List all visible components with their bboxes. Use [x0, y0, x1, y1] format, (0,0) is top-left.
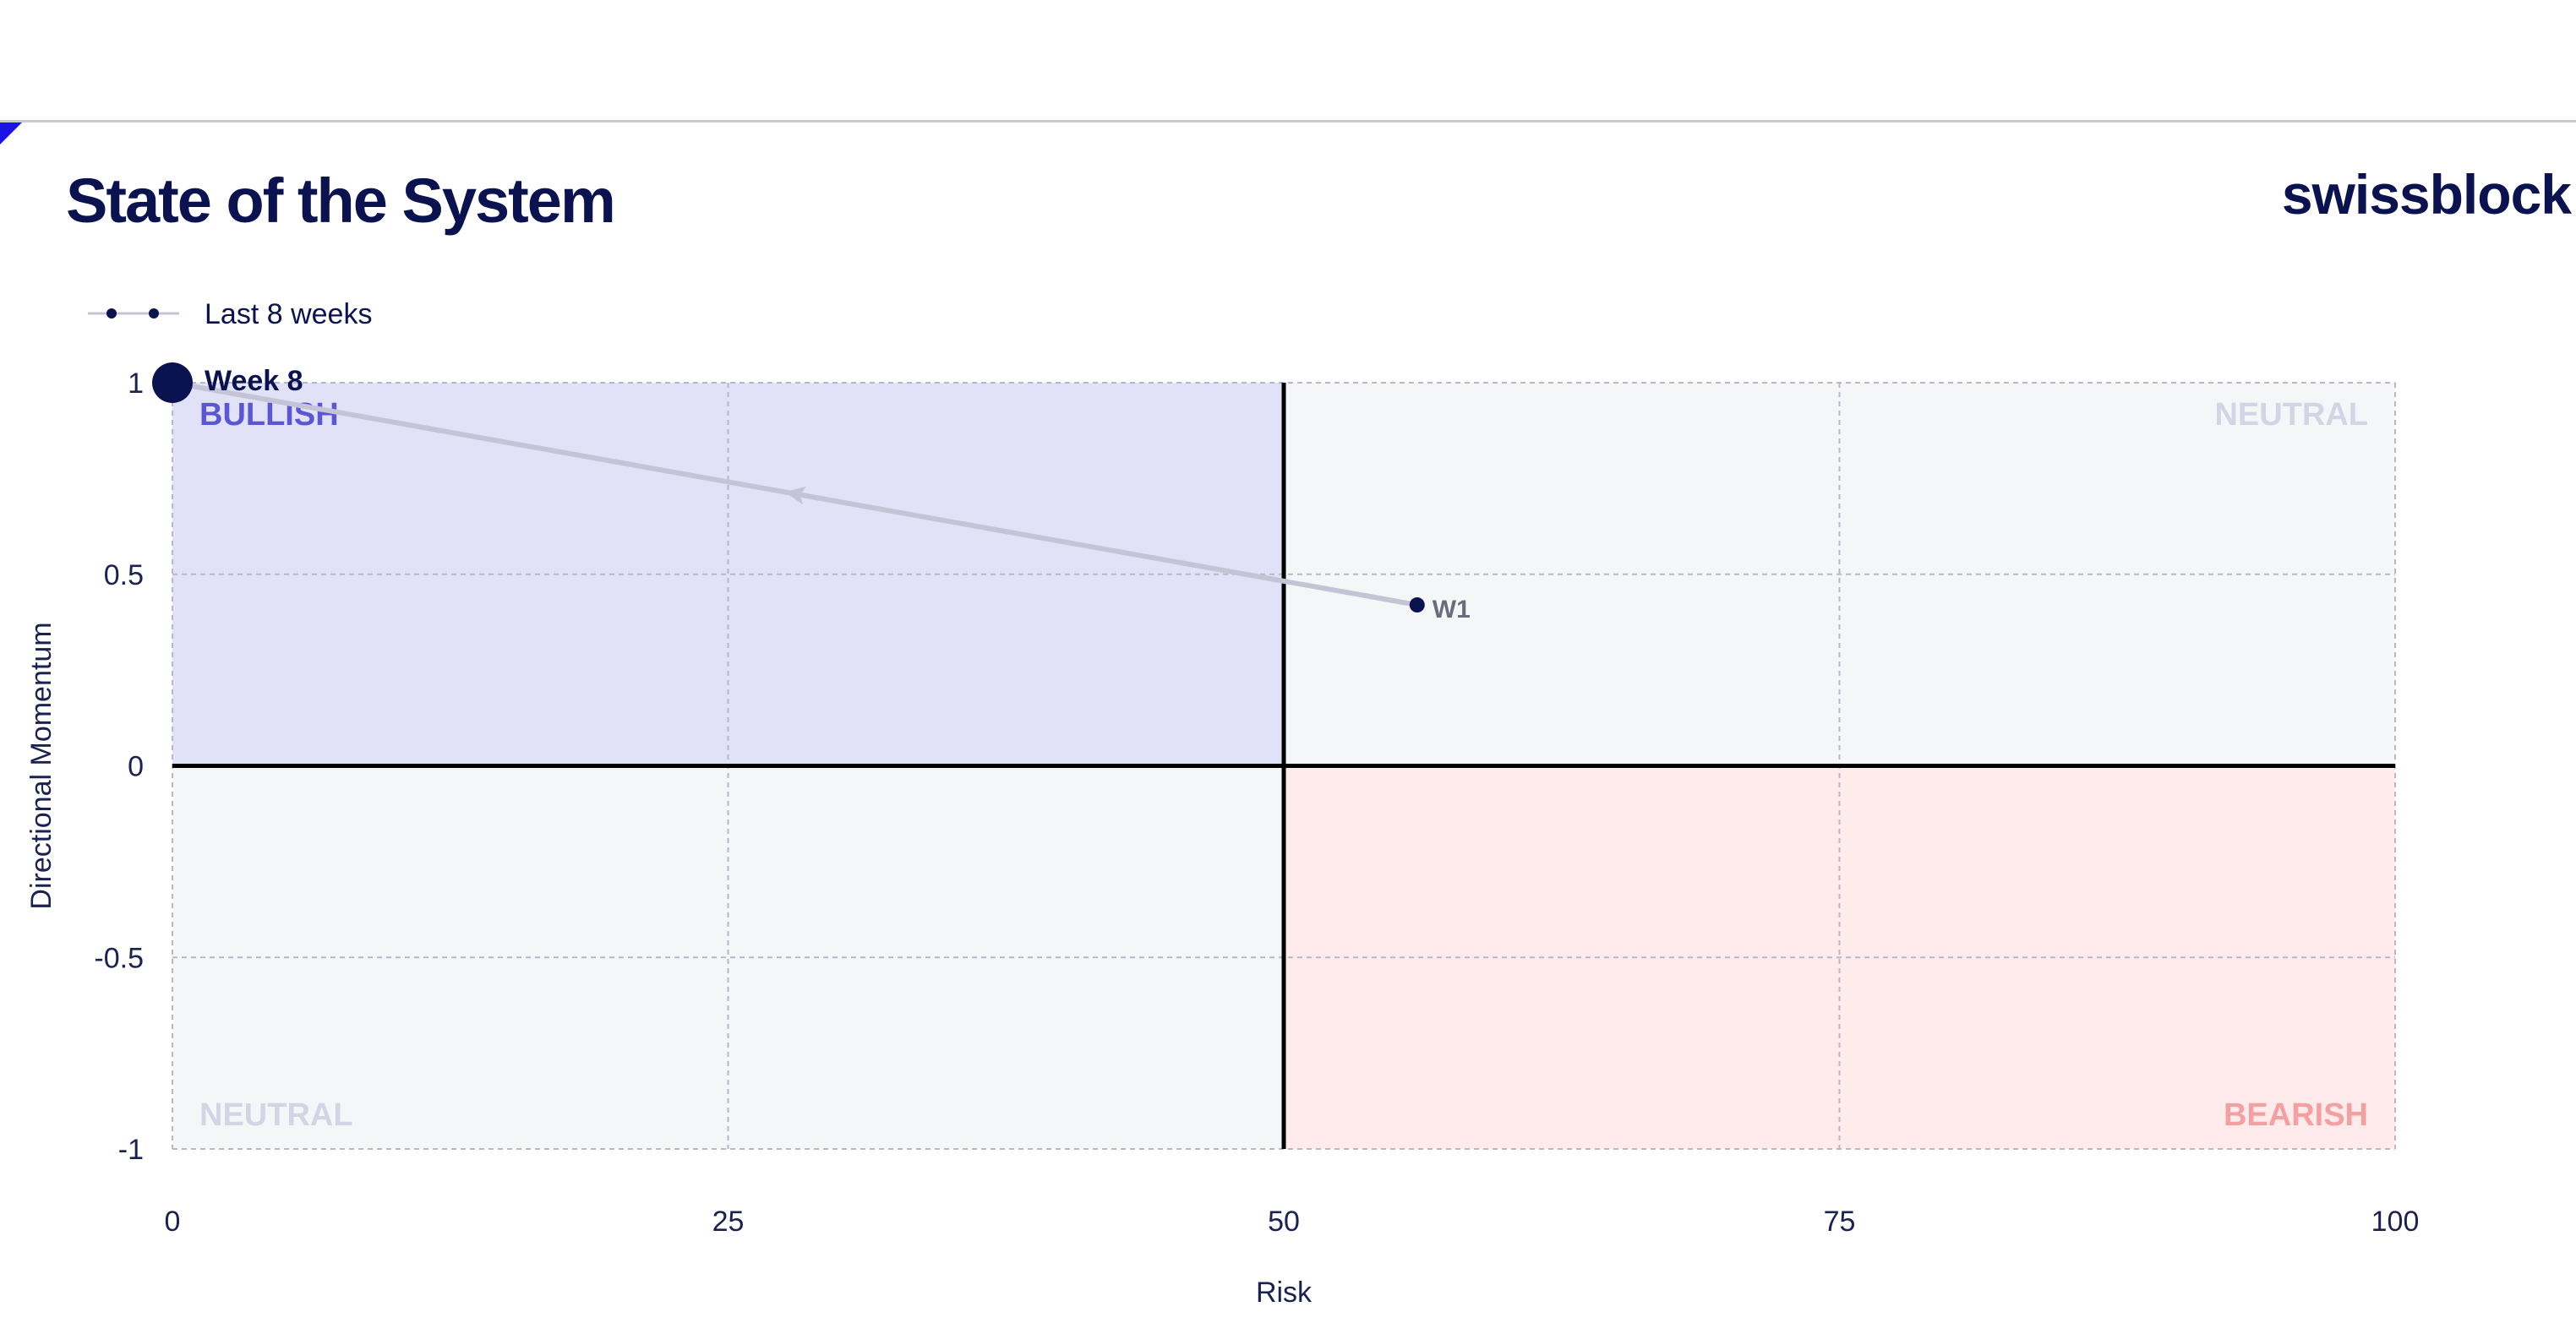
legend-label: Last 8 weeks — [205, 298, 372, 330]
y-tick-label: -0.5 — [94, 942, 144, 974]
top-divider — [0, 120, 2576, 122]
swissblock-logo: swissblock — [2281, 163, 2572, 226]
quadrant-label-bullish: BULLISH — [199, 397, 339, 433]
data-label-w1: W1 — [1433, 596, 1471, 623]
x-tick-label: 100 — [2371, 1206, 2420, 1238]
quadrant-label-neutral: NEUTRAL — [2214, 397, 2368, 433]
legend-marker — [106, 308, 117, 318]
page-title: State of the System — [66, 166, 616, 236]
data-label-week8: Week 8 — [205, 365, 303, 397]
data-point-week8 — [152, 362, 193, 403]
x-axis-title: Risk — [1256, 1277, 1313, 1309]
y-tick-label: 0 — [128, 751, 144, 783]
x-tick-label: 25 — [712, 1206, 745, 1238]
y-tick-label: 0.5 — [104, 559, 144, 591]
quadrant-label-neutral: NEUTRAL — [199, 1097, 353, 1133]
x-tick-label: 75 — [1824, 1206, 1856, 1238]
direction-arrow — [784, 486, 807, 505]
y-tick-label: -1 — [118, 1134, 144, 1166]
y-axis-title: Directional Momentum — [25, 622, 57, 909]
data-point-w1 — [1409, 597, 1425, 613]
legend-marker — [149, 308, 159, 318]
x-tick-label: 0 — [165, 1206, 181, 1238]
corner-accent — [0, 122, 22, 144]
quadrant-label-bearish: BEARISH — [2224, 1097, 2368, 1133]
x-tick-label: 50 — [1268, 1206, 1300, 1238]
y-tick-label: 1 — [128, 368, 144, 400]
